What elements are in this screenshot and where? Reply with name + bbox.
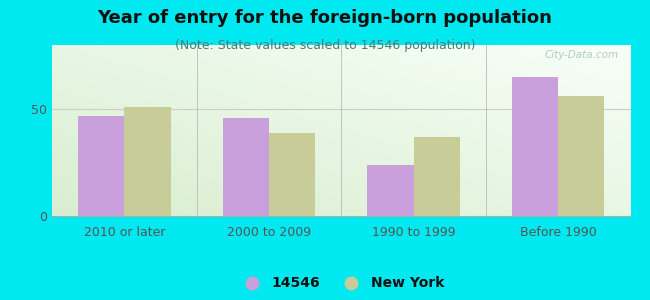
Bar xyxy=(367,165,413,216)
Bar xyxy=(413,137,460,216)
Text: Year of entry for the foreign-born population: Year of entry for the foreign-born popul… xyxy=(98,9,552,27)
Bar xyxy=(223,118,269,216)
Text: (Note: State values scaled to 14546 population): (Note: State values scaled to 14546 popu… xyxy=(175,39,475,52)
Bar xyxy=(78,116,124,216)
Bar xyxy=(512,77,558,216)
Bar xyxy=(124,107,170,216)
Legend: 14546, New York: 14546, New York xyxy=(233,271,449,296)
Text: City-Data.com: City-Data.com xyxy=(545,50,619,60)
Bar xyxy=(558,96,605,216)
Bar xyxy=(269,133,315,216)
